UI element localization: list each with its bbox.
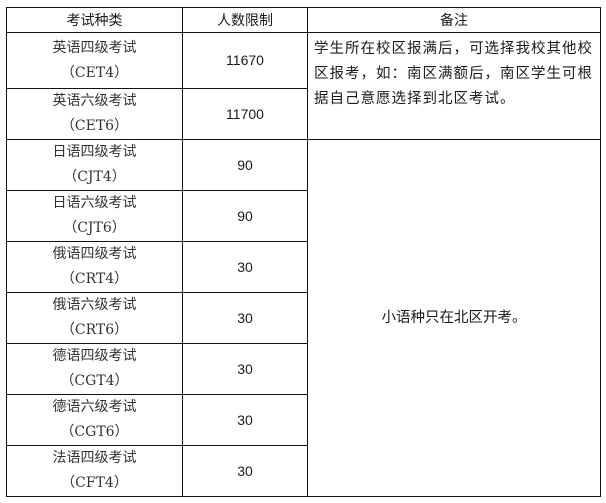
exam-name: 俄语四级考试 [52,246,137,262]
exam-name: 德语六级考试 [52,399,137,415]
exam-name: 法语四级考试 [52,450,137,466]
exam-name-cell: 德语六级考试 （CGT6） [6,394,183,446]
exam-name-cell: 法语四级考试 （CFT4） [6,445,183,497]
exam-name-cell: 俄语四级考试 （CRT4） [6,241,183,293]
exam-name-cell: 俄语六级考试 （CRT6） [6,292,183,344]
table-row: 英语四级考试 （CET4） 11670 学生所在校区报满后，可选择我校其他校区报考… [6,32,601,140]
exam-name: 英语四级考试 [52,39,137,56]
note-minor-languages: 小语种只在北区开考。 [307,139,601,497]
table-row: 俄语六级考试 （CRT6） 30 [6,292,601,344]
header-exam-type: 考试种类 [6,7,183,33]
header-limit: 人数限制 [182,7,308,33]
exam-code: （CET4） [60,64,129,81]
table-row: 法语四级考试 （CFT4） 30 [6,445,601,497]
note-english: 学生所在校区报满后，可选择我校其他校区报考，如：南区满额后，南区学生可根据自己意… [307,32,601,140]
exam-name-cell: 德语四级考试 （CGT4） [6,343,183,395]
limit-cell: 11670 [182,32,308,89]
table-row: 德语四级考试 （CGT4） 30 [6,343,601,395]
exam-name-cell: 英语六级考试 （CET6） [6,88,183,140]
exam-name-cell: 日语六级考试 （CJT6） [6,190,183,242]
exam-name: 日语六级考试 [52,195,137,211]
exam-code: （CGT6） [60,424,129,440]
exam-code: （CRT6） [60,322,129,338]
header-row: 考试种类 人数限制 备注 [6,7,601,33]
table-row: 俄语四级考试 （CRT4） 30 [6,241,601,293]
table-row: 日语四级考试 （CJT4） 90 小语种只在北区开考。 [6,139,601,497]
exam-name: 德语四级考试 [52,348,137,364]
exam-name-cell: 日语四级考试 （CJT4） [6,139,183,191]
exam-name: 日语四级考试 [52,144,137,160]
exam-code: （CFT4） [61,475,128,491]
limit-cell: 90 [182,190,308,242]
table-row: 英语六级考试 （CET6） 11700 [6,88,601,140]
limit-cell: 30 [182,394,308,446]
exam-limits-table: 考试种类 人数限制 备注 英语四级考试 （CET4） 11670 学生所在校区报满… [6,7,601,497]
exam-name: 英语六级考试 [52,93,137,109]
limit-cell: 90 [182,139,308,191]
exam-name-cell: 英语四级考试 （CET4） [6,32,183,89]
limit-cell: 30 [182,241,308,293]
exam-code: （CGT4） [60,373,129,389]
exam-code: （CJT4） [63,169,126,185]
header-notes: 备注 [307,7,601,33]
limit-cell: 11700 [182,88,308,140]
exam-code: （CET6） [60,118,129,134]
limit-cell: 30 [182,445,308,497]
limit-cell: 30 [182,343,308,395]
exam-name: 俄语六级考试 [52,297,137,313]
exam-code: （CJT6） [63,220,126,236]
exam-code: （CRT4） [60,271,129,287]
table-row: 日语六级考试 （CJT6） 90 [6,190,601,242]
limit-cell: 30 [182,292,308,344]
